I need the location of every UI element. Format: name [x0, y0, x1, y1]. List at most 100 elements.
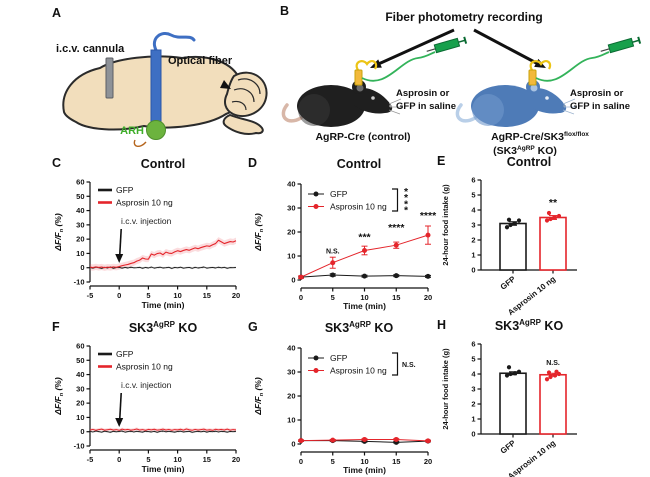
- svg-text:2: 2: [471, 236, 475, 245]
- svg-text:0: 0: [80, 427, 84, 436]
- icv-injection-annotation: i.c.v. injection: [115, 216, 172, 263]
- svg-text:30: 30: [287, 368, 295, 377]
- quantified-response-chart-ko: 0 10 20 30 40 0 5 10 15 20 Time (min) ΔF/Fn (%) GFP A…: [253, 344, 432, 476]
- experiment-schematic: Asprosin or GFP in saline AgRP-Cre (cont…: [281, 28, 642, 157]
- svg-text:0: 0: [299, 457, 303, 466]
- icv-injection-annotation: i.c.v. injection: [115, 380, 172, 427]
- svg-text:15: 15: [392, 457, 400, 466]
- panel-e: E Control 0 1 2 3 4 5 6 24-hour food intake (g)…: [435, 154, 607, 317]
- icv-cannula-label: i.c.v. cannula: [56, 43, 125, 55]
- legend: GFP Asprosin 10 ng: [98, 349, 173, 372]
- svg-text:ΔF/Fn (%): ΔF/Fn (%): [253, 213, 265, 252]
- svg-text:5: 5: [331, 293, 335, 302]
- panel-b-label: B: [280, 4, 290, 18]
- svg-text:5: 5: [146, 455, 150, 464]
- svg-text:24-hour food intake (g): 24-hour food intake (g): [441, 184, 450, 266]
- svg-text:3: 3: [471, 385, 475, 394]
- mouse-head: [354, 87, 393, 114]
- svg-text:20: 20: [287, 392, 295, 401]
- brainstem: [222, 113, 264, 136]
- svg-text:ΔF/Fn (%): ΔF/Fn (%): [53, 377, 65, 416]
- svg-text:0: 0: [117, 291, 121, 300]
- svg-text:Asprosin 10 ng: Asprosin 10 ng: [330, 366, 387, 376]
- mouse-haunch: [472, 94, 504, 126]
- svg-text:***: ***: [358, 231, 371, 243]
- panel-e-label: E: [437, 154, 446, 168]
- svg-text:5: 5: [146, 291, 150, 300]
- syringe-left: [426, 36, 468, 54]
- cortex-notch: [220, 80, 231, 89]
- mouse-haunch: [298, 94, 330, 126]
- svg-text:1: 1: [471, 415, 475, 424]
- svg-text:GFP: GFP: [116, 349, 134, 359]
- syringe-right: [600, 36, 642, 54]
- svg-text:GFP: GFP: [499, 438, 518, 456]
- svg-text:40: 40: [76, 370, 84, 379]
- panel-c-label: C: [52, 156, 62, 170]
- svg-text:15: 15: [392, 293, 400, 302]
- injection-label-right-line1: Asprosin or: [570, 88, 624, 99]
- svg-text:N.S.: N.S.: [326, 249, 340, 256]
- ko-mouse: [455, 60, 576, 127]
- svg-text:4: 4: [471, 206, 476, 215]
- svg-text:GFP: GFP: [116, 185, 134, 195]
- svg-text:Time (min): Time (min): [142, 300, 185, 310]
- svg-text:30: 30: [76, 384, 84, 393]
- bars: GFP**Asprosin 10 ng: [499, 197, 567, 317]
- panel-a: A i.c.v. cannula Optical fiber ARH: [50, 6, 278, 156]
- svg-text:2: 2: [471, 400, 475, 409]
- injection-label-left-line1: Asprosin or: [396, 88, 450, 99]
- svg-text:5: 5: [331, 457, 335, 466]
- legend: GFP Asprosin 10 ng * * * *: [308, 186, 409, 217]
- svg-text:Time (min): Time (min): [142, 464, 185, 474]
- injection-label-right-line2: GFP in saline: [570, 101, 630, 112]
- svg-text:Time (min): Time (min): [343, 301, 386, 311]
- svg-text:-10: -10: [74, 442, 85, 451]
- injection-tube-right: [535, 51, 610, 82]
- panel-b-title: Fiber photometry recording: [385, 10, 543, 24]
- svg-text:30: 30: [287, 204, 295, 213]
- svg-text:15: 15: [203, 291, 211, 300]
- hypothalamus-hook: [133, 139, 147, 147]
- panel-h: H SK3AgRP KO 0 1 2 3 4 5 6 24-hour food intake …: [435, 318, 607, 477]
- axes: -10 0 10 20 30 40 50 60 -5 0 5 10 15 20 Time (min) ΔF/F…: [53, 342, 240, 475]
- optical-fiber: [150, 49, 162, 133]
- injection-tube-left: [361, 51, 436, 82]
- svg-text:0: 0: [291, 440, 295, 449]
- axes: 0 1 2 3 4 5 6 24-hour food intake (g): [441, 340, 577, 439]
- significance-labels: N.S.***********: [326, 210, 437, 256]
- mouse-eye: [545, 96, 549, 100]
- svg-text:40: 40: [287, 180, 295, 189]
- cerebellum-fold-1: [237, 78, 261, 95]
- legend: GFP Asprosin 10 ng: [98, 185, 173, 208]
- control-mouse-name: AgRP-Cre (control): [315, 131, 410, 143]
- panel-g-label: G: [248, 320, 258, 334]
- svg-text:10: 10: [173, 291, 181, 300]
- fiber-cable: [153, 32, 196, 52]
- svg-text:40: 40: [76, 206, 84, 215]
- brain-diagram: i.c.v. cannula Optical fiber ARH: [56, 32, 268, 147]
- svg-text:Asprosin 10 ng: Asprosin 10 ng: [116, 198, 173, 208]
- panel-h-label: H: [437, 318, 447, 332]
- svg-text:GFP: GFP: [499, 274, 518, 292]
- svg-text:****: ****: [404, 186, 409, 217]
- svg-text:-5: -5: [87, 455, 94, 464]
- svg-text:30: 30: [76, 220, 84, 229]
- svg-text:10: 10: [360, 293, 368, 302]
- svg-text:60: 60: [76, 342, 84, 351]
- control-mouse: [281, 60, 402, 127]
- svg-text:Asprosin 10 ng: Asprosin 10 ng: [330, 202, 387, 212]
- svg-text:4: 4: [471, 370, 476, 379]
- mouse-eye: [371, 96, 375, 100]
- mouse-ear-inner: [530, 84, 538, 92]
- svg-text:24-hour food intake (g): 24-hour food intake (g): [441, 348, 450, 430]
- panel-d-title: Control: [336, 157, 382, 171]
- panel-e-title: Control: [506, 155, 552, 169]
- svg-text:ΔF/Fn (%): ΔF/Fn (%): [53, 213, 65, 252]
- svg-text:20: 20: [232, 455, 240, 464]
- panel-b: B Fiber photometry recording: [278, 4, 650, 157]
- svg-text:10: 10: [360, 457, 368, 466]
